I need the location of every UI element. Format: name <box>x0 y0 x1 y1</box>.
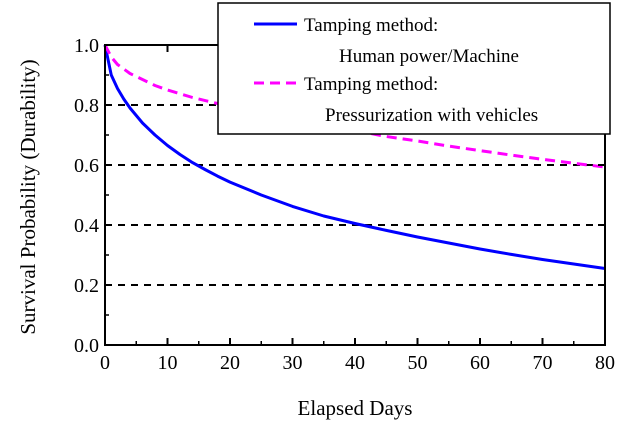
x-tick-label-6: 60 <box>470 352 490 374</box>
x-tick-label-3: 30 <box>283 352 303 374</box>
legend: Tamping method: Human power/Machine Tamp… <box>217 2 611 135</box>
x-tick-label-5: 50 <box>408 352 428 374</box>
y-tick-label-0: 0.0 <box>74 335 99 357</box>
y-tick-label-2: 0.4 <box>74 215 99 237</box>
y-tick-label-4: 0.8 <box>74 95 99 117</box>
y-tick-label-5: 1.0 <box>74 35 99 57</box>
y-axis-title: Survival Probability (Durability) <box>16 59 40 334</box>
legend-label-human-power-line1: Tamping method: <box>304 15 438 36</box>
series-line-0 <box>103 44 606 270</box>
tick-labels: 0 10 20 30 40 50 60 70 80 0.0 0.2 0.4 0.6 0.8 1.0 <box>74 35 615 374</box>
x-tick-label-2: 20 <box>220 352 240 374</box>
legend-label-pressurization-line1: Tamping method: <box>304 74 438 95</box>
y-tick-label-1: 0.2 <box>74 275 99 297</box>
x-tick-label-0: 0 <box>100 352 110 374</box>
y-tick-label-3: 0.6 <box>74 155 99 177</box>
legend-label-human-power-line2: Human power/Machine <box>339 46 519 67</box>
x-tick-label-1: 10 <box>158 352 178 374</box>
x-tick-label-7: 70 <box>533 352 553 374</box>
x-tick-label-8: 80 <box>595 352 615 374</box>
x-tick-label-4: 40 <box>345 352 365 374</box>
x-axis-title: Elapsed Days <box>298 396 413 420</box>
legend-label-pressurization-line2: Pressurization with vehicles <box>325 105 538 126</box>
